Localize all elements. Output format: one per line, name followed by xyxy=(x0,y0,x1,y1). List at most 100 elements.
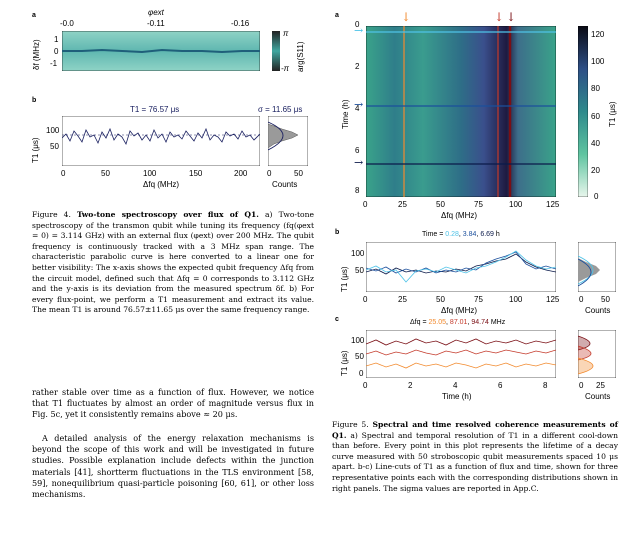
fig5-c-freq-2: 87.01 xyxy=(449,319,468,326)
fig5-a-x-tick: 100 xyxy=(509,200,523,209)
arrow-down-icon: ↓ xyxy=(401,10,412,24)
fig4-b-y-label: T1 (μs) xyxy=(31,137,40,164)
fig5-b-series-1 xyxy=(366,250,556,283)
fig5-a-y-tick: 4 xyxy=(355,104,360,113)
fig5-a-x-tick: 25 xyxy=(398,200,407,209)
fig5-a-x-tick: 75 xyxy=(474,200,483,209)
fig4-b-x-tick: 100 xyxy=(143,169,157,178)
fig4-hist-x-tick: 50 xyxy=(294,169,303,178)
fig5-b-x-tick: 100 xyxy=(509,295,523,304)
fig4-sigma-text: σ = 11.65 μs xyxy=(258,105,303,114)
fig4-panel-b-label: b xyxy=(32,97,37,104)
fig5-a-x-tick: 0 xyxy=(363,200,368,209)
fig4-caption-prefix: Figure 4. xyxy=(32,210,71,219)
fig5-panel-b-label: b xyxy=(335,229,340,236)
fig5-c-series-3 xyxy=(366,338,556,346)
fig4-hist-x-label: Counts xyxy=(272,180,298,189)
fig5-c-series-1 xyxy=(366,362,556,369)
fig5-c-histogram xyxy=(578,330,616,378)
fig5-colorbar-tick: 0 xyxy=(594,192,599,201)
fig5-c-x-tick: 6 xyxy=(498,381,503,390)
fig5-b-histogram xyxy=(578,242,616,292)
fig5-c-x-label: Time (h) xyxy=(442,392,472,401)
fig5-c-hist-x-tick: 25 xyxy=(596,381,605,390)
fig5-b-y-label: T1 (μs) xyxy=(340,266,349,293)
fig5-heatmap xyxy=(366,26,556,197)
fig5-b-hist-x-label: Counts xyxy=(585,306,611,315)
fig5-b-y-tick: 100 xyxy=(351,249,365,258)
fig5-panel-c-label: c xyxy=(335,316,339,323)
fig4-t1-series xyxy=(62,127,260,146)
fig5-c-y-tick: 100 xyxy=(351,336,365,345)
fig5-caption-title: Spectral and time resolved coherence mea… xyxy=(332,420,619,440)
fig5-a-y-tick: 6 xyxy=(355,146,360,155)
fig5-b-time-3: 6.69 xyxy=(480,231,494,238)
fig4-a-colorbar xyxy=(272,31,280,71)
fig4-hist-x-tick: 0 xyxy=(267,169,272,178)
fig5-colorbar-tick: 60 xyxy=(591,112,600,121)
fig4-mean-text: T1 = 76.57 μs xyxy=(130,105,180,114)
fig5-c-title-prefix: Δfq = xyxy=(410,319,429,326)
fig5-c-x-tick: 2 xyxy=(408,381,413,390)
fig4-a-y-tick: 1 xyxy=(54,35,59,44)
fig5-c-series-2 xyxy=(366,349,556,356)
fig5-b-x-tick: 50 xyxy=(436,295,445,304)
fig5-a-y-label: Time (h) xyxy=(341,99,350,129)
fig5-c-title-suffix: MHz xyxy=(488,319,506,326)
fig4-colorbar-label: arg(S11) xyxy=(296,41,305,72)
fig4-caption-body: a) Two-tone spectroscopy of the transmon… xyxy=(32,210,315,315)
body-paragraph-1: rather stable over time as a function of… xyxy=(32,387,314,420)
fig5-b-title-suffix: h xyxy=(493,231,500,238)
fig5-a-x-label: Δfq (MHz) xyxy=(441,211,478,220)
fig4-histogram xyxy=(268,116,308,166)
fig5-a-y-tick: 8 xyxy=(355,186,360,195)
fig5-b-time-2: 3.84 xyxy=(462,231,477,238)
fig5-colorbar-tick: 80 xyxy=(591,84,600,93)
fig5-b-plot xyxy=(366,242,556,292)
fig5-caption-body: a) Spectral and temporal resolution of T… xyxy=(332,430,618,493)
fig5-b-x-tick: 125 xyxy=(546,295,560,304)
fig5-colorbar-tick: 40 xyxy=(591,139,600,148)
fig5-a-y-tick: 2 xyxy=(355,62,360,71)
fig5-c-plot xyxy=(366,330,556,378)
fig5-b-x-label: Δfq (MHz) xyxy=(441,306,478,315)
fig4-caption-title: Two-tone spectroscopy over flux of Q1. xyxy=(76,210,259,219)
arrow-right-icon: → xyxy=(354,98,364,111)
fig4-panel-a-label: a xyxy=(32,12,36,19)
fig5-c-x-tick: 0 xyxy=(363,381,368,390)
fig4-b-x-tick: 200 xyxy=(234,169,248,178)
fig4-b-y-tick: 50 xyxy=(50,142,59,151)
fig4-caption: Figure 4. Two-tone spectroscopy over flu… xyxy=(32,210,314,316)
fig5-panel-a-label: a xyxy=(335,12,339,19)
fig5-c-freq-1: 25.05 xyxy=(428,319,447,326)
fig5-caption-prefix: Figure 5. xyxy=(332,420,369,429)
fig5-c-hist-x-tick: 0 xyxy=(579,381,584,390)
fig5-b-x-tick: 75 xyxy=(474,295,483,304)
fig5-colorbar-tick: 20 xyxy=(591,166,600,175)
fig4-b-x-tick: 50 xyxy=(101,169,110,178)
fig5-c-hist-x-label: Counts xyxy=(585,392,611,401)
fig5-b-time-1: 0.28 xyxy=(445,231,459,238)
arrow-right-icon: → xyxy=(354,24,364,37)
fig5-colorbar-tick: 100 xyxy=(591,57,605,66)
fig5-b-y-tick: 50 xyxy=(355,266,364,275)
fig4-b-x-tick: 150 xyxy=(189,169,203,178)
fig4-top-tick: -0.16 xyxy=(231,19,250,28)
fig5-colorbar-tick: 120 xyxy=(591,30,605,39)
fig5-b-title: Time = 0.28, 3.84, 6.69 h xyxy=(422,231,500,238)
fig4-top-tick: -0.11 xyxy=(147,19,165,28)
fig4-top-tick: -0.0 xyxy=(60,19,74,28)
fig5-b-hist-x-tick: 50 xyxy=(601,295,610,304)
fig5-b-x-tick: 25 xyxy=(398,295,407,304)
fig4-b-y-tick: 100 xyxy=(46,126,60,135)
fig5-c-freq-3: 94.74 xyxy=(471,319,489,326)
fig4-colorbar-top: π xyxy=(283,29,289,38)
fig4-b-x-tick: 0 xyxy=(61,169,66,178)
fig5-caption: Figure 5. Spectral and time resolved coh… xyxy=(332,420,618,494)
fig4-a-y-tick: -1 xyxy=(50,59,58,68)
arrow-right-icon: → xyxy=(354,156,364,169)
fig5-a-x-tick: 50 xyxy=(436,200,445,209)
fig5-b-title-prefix: Time = xyxy=(422,231,446,238)
fig5-c-x-tick: 8 xyxy=(543,381,548,390)
fig4-colorbar-bottom: -π xyxy=(281,64,290,73)
